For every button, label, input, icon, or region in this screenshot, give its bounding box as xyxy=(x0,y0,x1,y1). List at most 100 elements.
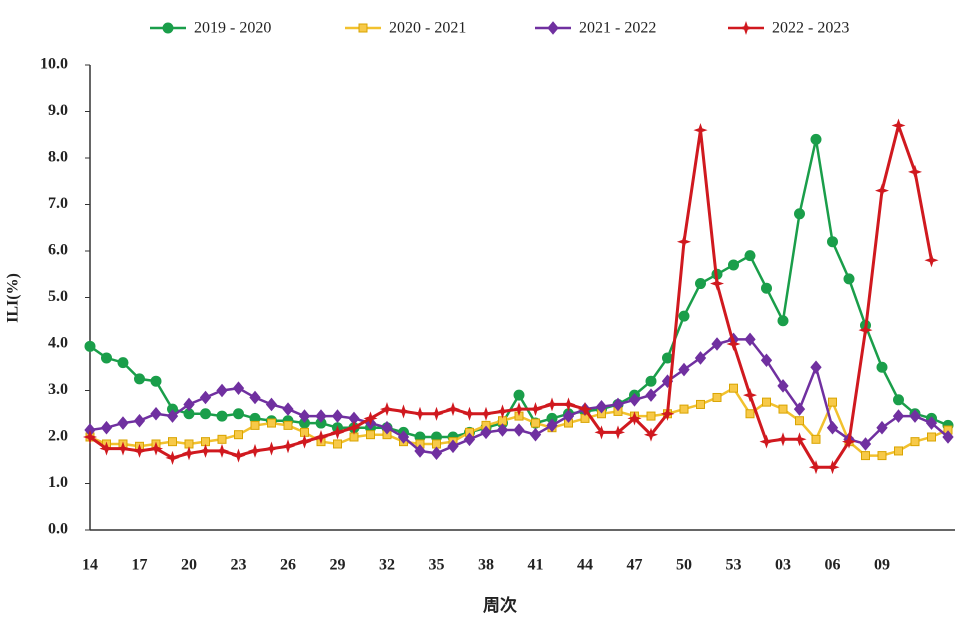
y-axis-title: ILI(%) xyxy=(5,273,22,323)
legend-label: 2022 - 2023 xyxy=(772,20,849,37)
point xyxy=(694,351,707,365)
point xyxy=(678,310,690,322)
y-tick-label: 1.0 xyxy=(48,474,68,491)
point xyxy=(876,420,888,435)
legend-marker xyxy=(162,22,174,34)
x-tick-label: 26 xyxy=(280,557,296,574)
point xyxy=(729,383,738,393)
point xyxy=(250,420,260,430)
point xyxy=(825,460,840,475)
y-tick-label: 4.0 xyxy=(48,335,68,352)
point xyxy=(827,236,838,248)
point xyxy=(463,432,476,447)
legend-item: 2019 - 2020 xyxy=(150,20,271,37)
legend-item: 2021 - 2022 xyxy=(535,20,656,37)
point xyxy=(82,429,98,445)
point xyxy=(778,404,788,414)
point xyxy=(100,420,113,435)
point xyxy=(628,393,641,407)
legend-marker xyxy=(738,20,754,36)
point xyxy=(646,411,656,421)
series-line xyxy=(89,120,933,469)
point xyxy=(528,402,543,417)
y-tick-label: 0.0 xyxy=(48,521,68,538)
point xyxy=(676,234,692,249)
point xyxy=(396,404,411,419)
x-tick-label: 29 xyxy=(330,557,346,574)
point xyxy=(760,353,773,368)
point xyxy=(858,323,873,338)
point xyxy=(612,397,624,412)
y-tick-label: 3.0 xyxy=(48,381,68,398)
point xyxy=(280,439,296,454)
point xyxy=(660,406,675,421)
point xyxy=(397,430,410,444)
point xyxy=(132,443,147,458)
point xyxy=(513,389,525,401)
point xyxy=(217,434,227,444)
x-axis-title: 周次 xyxy=(483,595,517,616)
series xyxy=(84,133,954,443)
point xyxy=(264,441,279,456)
point xyxy=(794,208,805,220)
point xyxy=(248,443,262,458)
point xyxy=(695,278,706,290)
point xyxy=(577,402,593,417)
y-tick-label: 6.0 xyxy=(48,242,68,259)
point xyxy=(331,409,344,423)
x-tick-label: 47 xyxy=(627,557,643,574)
point xyxy=(330,425,345,440)
x-tick-label: 17 xyxy=(132,557,148,574)
legend-marker xyxy=(358,23,368,33)
point xyxy=(891,118,906,133)
point xyxy=(908,164,922,179)
point xyxy=(762,397,771,407)
point xyxy=(875,183,889,198)
point xyxy=(117,357,129,369)
point xyxy=(744,332,756,347)
point xyxy=(894,446,903,456)
point xyxy=(234,430,243,440)
point xyxy=(249,390,261,405)
point xyxy=(726,336,741,352)
point xyxy=(859,437,872,451)
x-tick-label: 38 xyxy=(478,557,494,574)
point xyxy=(529,427,542,442)
point xyxy=(662,352,673,364)
point xyxy=(678,362,690,377)
point xyxy=(283,420,293,430)
point xyxy=(728,259,739,271)
point xyxy=(792,432,807,447)
legend-label: 2019 - 2020 xyxy=(194,20,271,37)
point xyxy=(346,420,362,435)
point xyxy=(643,427,659,442)
point xyxy=(462,406,477,421)
point xyxy=(594,425,609,440)
point xyxy=(877,451,887,461)
point xyxy=(909,409,921,423)
point xyxy=(513,423,525,437)
point xyxy=(414,444,426,458)
point xyxy=(183,397,195,412)
point xyxy=(693,123,708,138)
y-tick-label: 5.0 xyxy=(48,288,68,305)
point xyxy=(910,437,920,447)
point xyxy=(842,434,856,449)
point xyxy=(712,392,722,402)
point xyxy=(216,410,228,422)
point xyxy=(117,416,129,430)
point xyxy=(480,425,492,440)
point xyxy=(876,361,888,373)
point xyxy=(843,273,855,285)
point xyxy=(298,409,311,423)
point xyxy=(297,434,312,449)
point xyxy=(265,397,278,412)
x-tick-label: 53 xyxy=(726,557,742,574)
point xyxy=(495,404,510,419)
legend-item: 2022 - 2023 xyxy=(728,20,849,37)
point xyxy=(315,409,327,423)
x-tick-label: 44 xyxy=(577,557,593,574)
point xyxy=(363,411,378,426)
x-tick-label: 50 xyxy=(676,557,692,574)
